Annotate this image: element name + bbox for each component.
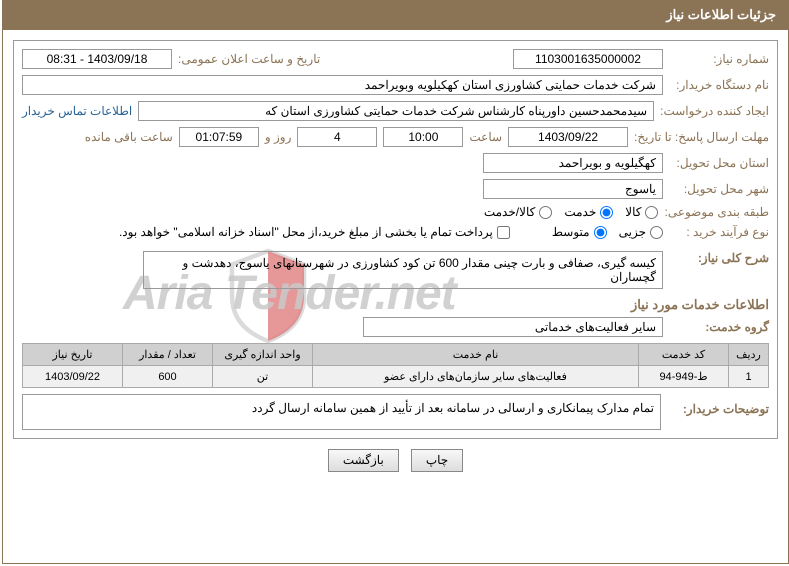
- requester-input[interactable]: [138, 101, 654, 121]
- th-code: کد خدمت: [639, 344, 729, 366]
- province-label: استان محل تحویل:: [669, 156, 769, 170]
- panel-title: جزئیات اطلاعات نیاز: [666, 7, 776, 22]
- countdown-input[interactable]: [179, 127, 259, 147]
- buyer-org-input[interactable]: [22, 75, 663, 95]
- announce-label: تاریخ و ساعت اعلان عمومی:: [178, 52, 320, 66]
- cell-code: ط-949-94: [639, 366, 729, 388]
- services-table: ردیف کد خدمت نام خدمت واحد اندازه گیری ت…: [22, 343, 769, 388]
- deadline-label: مهلت ارسال پاسخ: تا تاریخ:: [634, 130, 769, 144]
- city-input[interactable]: [483, 179, 663, 199]
- service-info-header: اطلاعات خدمات مورد نیاز: [22, 297, 769, 313]
- back-button[interactable]: بازگشت: [328, 449, 399, 472]
- cell-row: 1: [729, 366, 769, 388]
- process-radio-group: جزیی متوسط: [552, 225, 663, 239]
- time-label: ساعت: [469, 130, 502, 144]
- radio-medium[interactable]: متوسط: [552, 225, 607, 239]
- category-radio-group: کالا خدمت کالا/خدمت: [484, 205, 659, 219]
- panel-header: جزئیات اطلاعات نیاز: [3, 1, 788, 30]
- th-qty: تعداد / مقدار: [123, 344, 213, 366]
- print-button[interactable]: چاپ: [411, 449, 463, 472]
- general-desc-box[interactable]: کیسه گیری، صفافی و بارت چینی مقدار 600 ت…: [143, 251, 663, 289]
- form-frame: شماره نیاز: تاریخ و ساعت اعلان عمومی: نا…: [13, 40, 778, 439]
- th-date: تاریخ نیاز: [23, 344, 123, 366]
- category-label: طبقه بندی موضوعی:: [664, 205, 769, 219]
- button-row: چاپ بازگشت: [3, 449, 788, 472]
- radio-goods-service[interactable]: کالا/خدمت: [484, 205, 552, 219]
- days-input[interactable]: [297, 127, 377, 147]
- th-unit: واحد اندازه گیری: [213, 344, 313, 366]
- process-label: نوع فرآیند خرید :: [669, 225, 769, 239]
- cell-qty: 600: [123, 366, 213, 388]
- requester-label: ایجاد کننده درخواست:: [660, 104, 769, 118]
- th-name: نام خدمت: [313, 344, 639, 366]
- buyer-notes-label: توضیحات خریدار:: [669, 394, 769, 416]
- service-group-input[interactable]: [363, 317, 663, 337]
- table-header-row: ردیف کد خدمت نام خدمت واحد اندازه گیری ت…: [23, 344, 769, 366]
- cell-date: 1403/09/22: [23, 366, 123, 388]
- deadline-date-input[interactable]: [508, 127, 628, 147]
- service-group-label: گروه خدمت:: [669, 320, 769, 334]
- payment-checkbox[interactable]: پرداخت تمام یا بخشی از مبلغ خرید،از محل …: [119, 225, 510, 239]
- radio-service[interactable]: خدمت: [564, 205, 613, 219]
- city-label: شهر محل تحویل:: [669, 182, 769, 196]
- cell-name: فعالیت‌های سایر سازمان‌های دارای عضو: [313, 366, 639, 388]
- days-label: روز و: [265, 130, 292, 144]
- province-input[interactable]: [483, 153, 663, 173]
- radio-partial[interactable]: جزیی: [619, 225, 663, 239]
- radio-goods[interactable]: کالا: [625, 205, 658, 219]
- need-no-label: شماره نیاز:: [669, 52, 769, 66]
- table-row[interactable]: 1 ط-949-94 فعالیت‌های سایر سازمان‌های دا…: [23, 366, 769, 388]
- buyer-notes-box[interactable]: تمام مدارک پیمانکاری و ارسالی در سامانه …: [22, 394, 661, 430]
- remaining-label: ساعت باقی مانده: [85, 130, 173, 144]
- th-row: ردیف: [729, 344, 769, 366]
- need-no-input[interactable]: [513, 49, 663, 69]
- cell-unit: تن: [213, 366, 313, 388]
- announce-input[interactable]: [22, 49, 172, 69]
- contact-link[interactable]: اطلاعات تماس خریدار: [22, 104, 132, 118]
- buyer-org-label: نام دستگاه خریدار:: [669, 78, 769, 92]
- general-desc-label: شرح کلی نیاز:: [669, 251, 769, 265]
- deadline-time-input[interactable]: [383, 127, 463, 147]
